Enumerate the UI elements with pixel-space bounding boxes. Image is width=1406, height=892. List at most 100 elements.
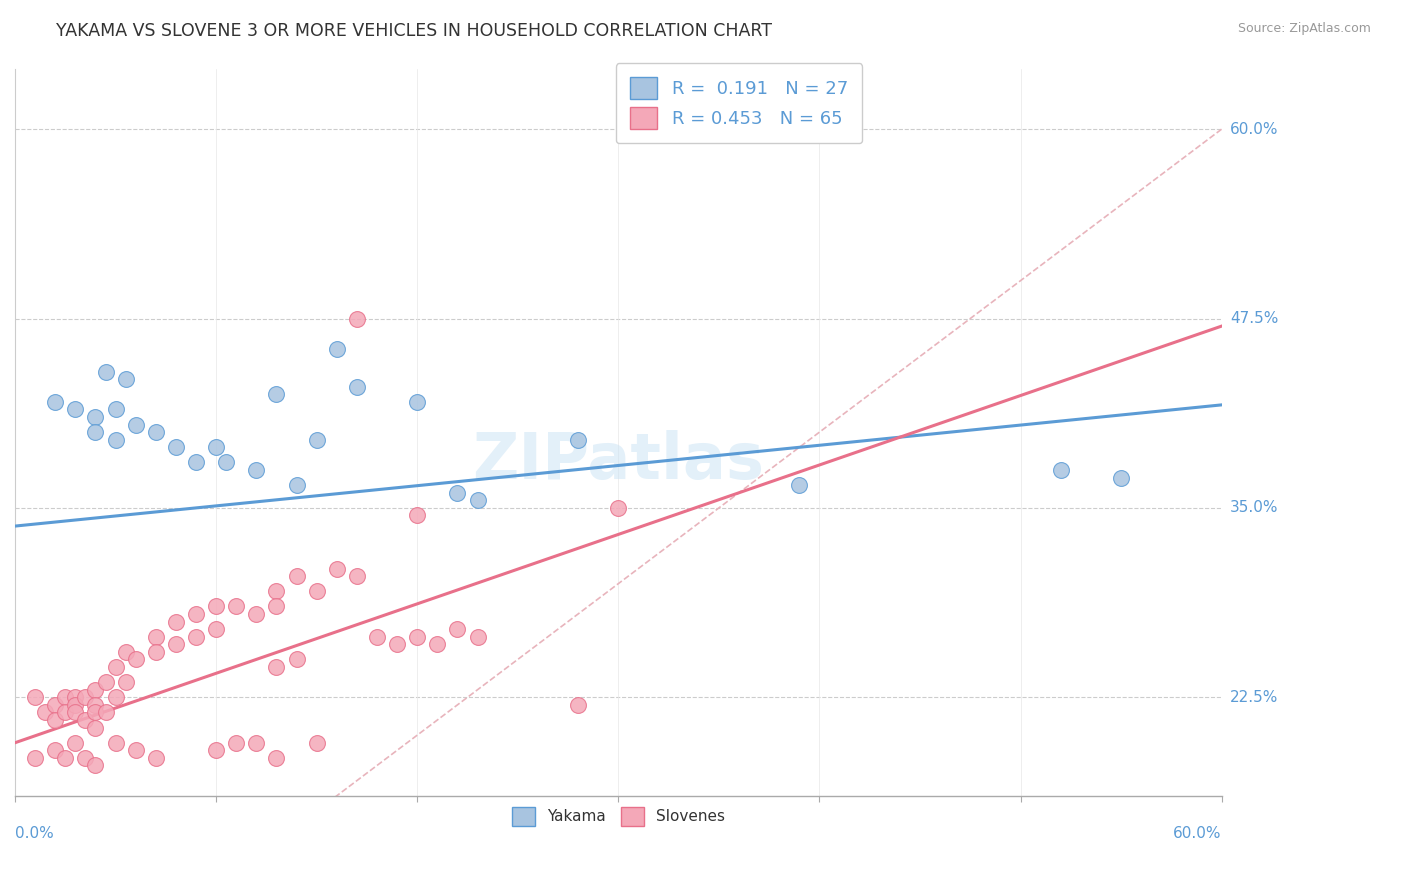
Point — [84, 409, 107, 424]
Point — [184, 455, 207, 469]
Point — [84, 698, 107, 712]
Point — [165, 440, 187, 454]
Point — [94, 706, 117, 720]
Point — [53, 751, 76, 765]
Point — [366, 630, 388, 644]
Point — [205, 622, 228, 636]
Point — [124, 417, 146, 432]
Point — [165, 637, 187, 651]
Point — [114, 675, 136, 690]
Point — [1049, 463, 1071, 477]
Point — [94, 675, 117, 690]
Text: 0.0%: 0.0% — [15, 826, 53, 841]
Point — [305, 584, 328, 599]
Point — [53, 690, 76, 705]
Point — [266, 751, 288, 765]
Point — [75, 751, 97, 765]
Point — [607, 500, 630, 515]
Point — [145, 645, 167, 659]
Point — [65, 736, 87, 750]
Point — [326, 561, 349, 575]
Point — [446, 622, 468, 636]
Point — [285, 652, 308, 666]
Point — [44, 743, 66, 757]
Point — [84, 721, 107, 735]
Point — [225, 736, 247, 750]
Point — [567, 433, 589, 447]
Point — [104, 736, 127, 750]
Point — [266, 660, 288, 674]
Point — [104, 402, 127, 417]
Point — [446, 485, 468, 500]
Point — [346, 569, 368, 583]
Text: Source: ZipAtlas.com: Source: ZipAtlas.com — [1237, 22, 1371, 36]
Text: 47.5%: 47.5% — [1230, 311, 1278, 326]
Point — [1109, 470, 1132, 484]
Point — [44, 394, 66, 409]
Point — [385, 637, 408, 651]
Point — [84, 682, 107, 697]
Point — [305, 736, 328, 750]
Point — [266, 387, 288, 401]
Point — [245, 607, 267, 621]
Point — [184, 607, 207, 621]
Point — [225, 599, 247, 614]
Point — [205, 599, 228, 614]
Point — [84, 758, 107, 772]
Point — [104, 433, 127, 447]
Point — [205, 743, 228, 757]
Point — [65, 706, 87, 720]
Point — [24, 751, 46, 765]
Point — [406, 394, 429, 409]
Point — [104, 660, 127, 674]
Point — [426, 637, 449, 651]
Point — [84, 706, 107, 720]
Point — [245, 736, 267, 750]
Point — [84, 425, 107, 439]
Text: 22.5%: 22.5% — [1230, 690, 1278, 705]
Point — [346, 311, 368, 326]
Text: ZIPatlas: ZIPatlas — [472, 430, 765, 492]
Point — [94, 365, 117, 379]
Text: 60.0%: 60.0% — [1230, 121, 1278, 136]
Point — [53, 706, 76, 720]
Point — [346, 380, 368, 394]
Point — [44, 698, 66, 712]
Text: 60.0%: 60.0% — [1173, 826, 1222, 841]
Point — [215, 455, 238, 469]
Point — [44, 713, 66, 727]
Point — [467, 630, 489, 644]
Point — [34, 706, 56, 720]
Point — [75, 713, 97, 727]
Point — [124, 743, 146, 757]
Point — [406, 508, 429, 523]
Point — [65, 690, 87, 705]
Point — [567, 698, 589, 712]
Point — [326, 342, 349, 356]
Point — [184, 630, 207, 644]
Point — [114, 645, 136, 659]
Point — [467, 493, 489, 508]
Point — [145, 751, 167, 765]
Point — [305, 433, 328, 447]
Legend: Yakama, Slovenes: Yakama, Slovenes — [506, 801, 731, 831]
Point — [285, 478, 308, 492]
Point — [266, 599, 288, 614]
Point — [205, 440, 228, 454]
Point — [65, 698, 87, 712]
Text: YAKAMA VS SLOVENE 3 OR MORE VEHICLES IN HOUSEHOLD CORRELATION CHART: YAKAMA VS SLOVENE 3 OR MORE VEHICLES IN … — [56, 22, 772, 40]
Point — [24, 690, 46, 705]
Point — [285, 569, 308, 583]
Point — [124, 652, 146, 666]
Point — [165, 615, 187, 629]
Point — [145, 425, 167, 439]
Point — [266, 584, 288, 599]
Point — [65, 402, 87, 417]
Point — [104, 690, 127, 705]
Point — [114, 372, 136, 386]
Point — [245, 463, 267, 477]
Point — [406, 630, 429, 644]
Point — [789, 478, 811, 492]
Text: 35.0%: 35.0% — [1230, 500, 1278, 516]
Point — [145, 630, 167, 644]
